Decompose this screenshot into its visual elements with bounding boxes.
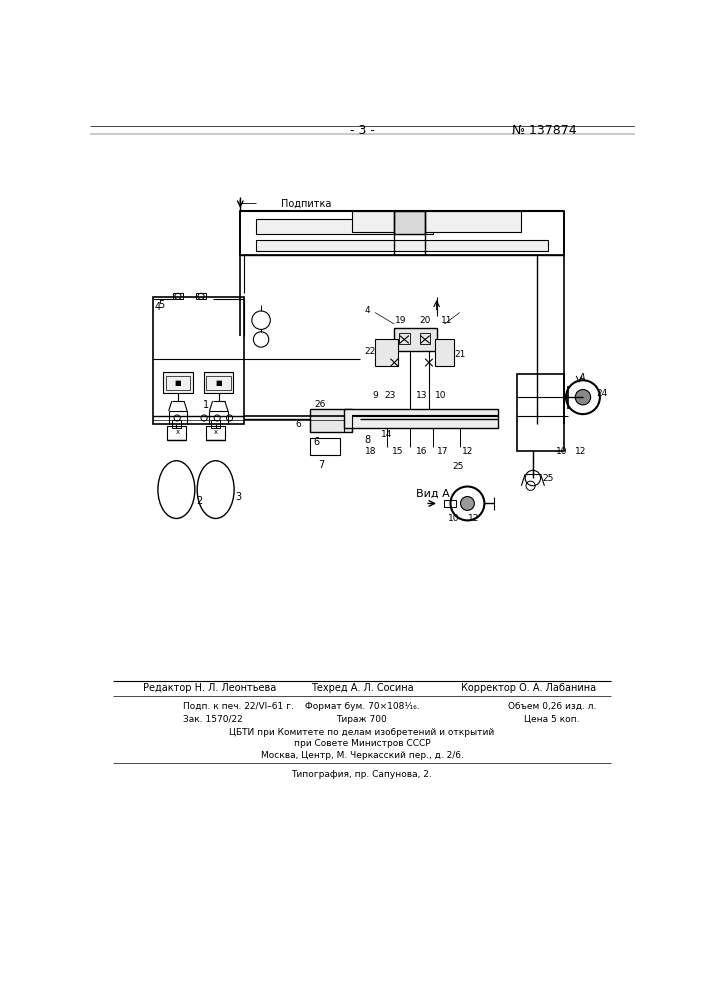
Text: № 137874: № 137874 [512,124,577,137]
Text: 10: 10 [448,514,460,523]
Text: 9: 9 [372,391,378,400]
Text: 24: 24 [597,389,608,398]
Bar [395,211,425,234]
Text: - 3 -: - 3 - [349,124,375,137]
Circle shape [460,497,474,510]
Text: 10: 10 [435,391,446,400]
Ellipse shape [197,461,234,518]
Text: Тираж 700: Тираж 700 [337,715,387,724]
Text: Редактор Н. Л. Леонтьева: Редактор Н. Л. Леонтьева [143,683,276,693]
Text: 25: 25 [452,462,464,471]
Bar [211,420,221,428]
Text: ЦБТИ при Комитете по делам изобретений и открытий: ЦБТИ при Комитете по делам изобретений и… [229,728,495,737]
Text: 3: 3 [235,492,242,502]
Text: 12: 12 [468,514,479,523]
Bar [173,293,182,299]
Bar [172,420,181,428]
Bar [420,333,431,344]
Text: 1: 1 [203,400,209,410]
Text: 4: 4 [155,302,161,312]
Bar [256,219,433,234]
Text: x: x [176,429,180,435]
Text: Цена 5 коп.: Цена 5 коп. [525,715,580,724]
Text: 4: 4 [365,306,370,315]
Bar [375,339,398,366]
Text: 13: 13 [416,391,427,400]
Bar [197,293,206,299]
Text: Вид A: Вид A [416,488,450,498]
Bar [444,500,456,507]
Bar [206,376,231,389]
Text: 19: 19 [395,316,407,325]
Text: 20: 20 [419,316,431,325]
Bar [399,333,409,344]
Bar [310,438,340,455]
Bar [165,376,190,389]
Text: 11: 11 [441,316,452,325]
Text: 5: 5 [158,300,164,310]
Text: при Совете Министров СССР: при Совете Министров СССР [293,739,431,748]
Bar [256,240,549,251]
Bar [310,409,352,432]
Text: ■: ■ [175,380,181,386]
Bar [344,409,498,428]
Bar [206,426,225,440]
Text: 26: 26 [314,400,325,409]
Text: Типография, пр. Сапунова, 2.: Типография, пр. Сапунова, 2. [291,770,432,779]
Bar [163,372,192,393]
Bar [395,328,437,351]
Text: Формат бум. 70×108¹⁄₁₆.: Формат бум. 70×108¹⁄₁₆. [305,702,419,711]
Text: 17: 17 [437,447,448,456]
Text: A: A [578,373,585,383]
Text: Подп. к печ. 22/VI–61 г.: Подп. к печ. 22/VI–61 г. [182,702,293,711]
Text: Москва, Центр, М. Черкасский пер., д. 2/6.: Москва, Центр, М. Черкасский пер., д. 2/… [260,751,463,760]
Text: 12: 12 [575,447,586,456]
Bar [240,211,563,255]
Text: Подпитка: Подпитка [281,198,332,208]
Bar [167,426,186,440]
Text: 14: 14 [381,430,392,439]
Text: 25: 25 [542,474,554,483]
Text: 6: 6 [313,437,320,447]
Bar [352,211,521,232]
Text: 6: 6 [295,420,301,429]
Text: ■: ■ [216,380,222,386]
Text: 12: 12 [462,447,473,456]
Text: 23: 23 [385,391,396,400]
Text: 2: 2 [197,496,203,506]
Circle shape [575,389,590,405]
Bar [435,339,455,366]
Bar [153,297,244,424]
Text: 10: 10 [556,447,567,456]
Bar [518,374,563,451]
Text: 16: 16 [416,447,427,456]
Ellipse shape [158,461,195,518]
Text: 7: 7 [318,460,325,470]
Text: 21: 21 [454,350,465,359]
Text: 15: 15 [392,447,404,456]
Text: Зак. 1570/22: Зак. 1570/22 [182,715,243,724]
Bar [204,372,233,393]
Text: 18: 18 [366,447,377,456]
Text: 22: 22 [365,347,376,356]
Text: x: x [214,429,218,435]
Text: 8: 8 [364,435,370,445]
Text: Объем 0,26 изд. л.: Объем 0,26 изд. л. [508,702,596,711]
Text: Техред А. Л. Сосина: Техред А. Л. Сосина [310,683,414,693]
Text: Корректор О. А. Лабанина: Корректор О. А. Лабанина [462,683,597,693]
